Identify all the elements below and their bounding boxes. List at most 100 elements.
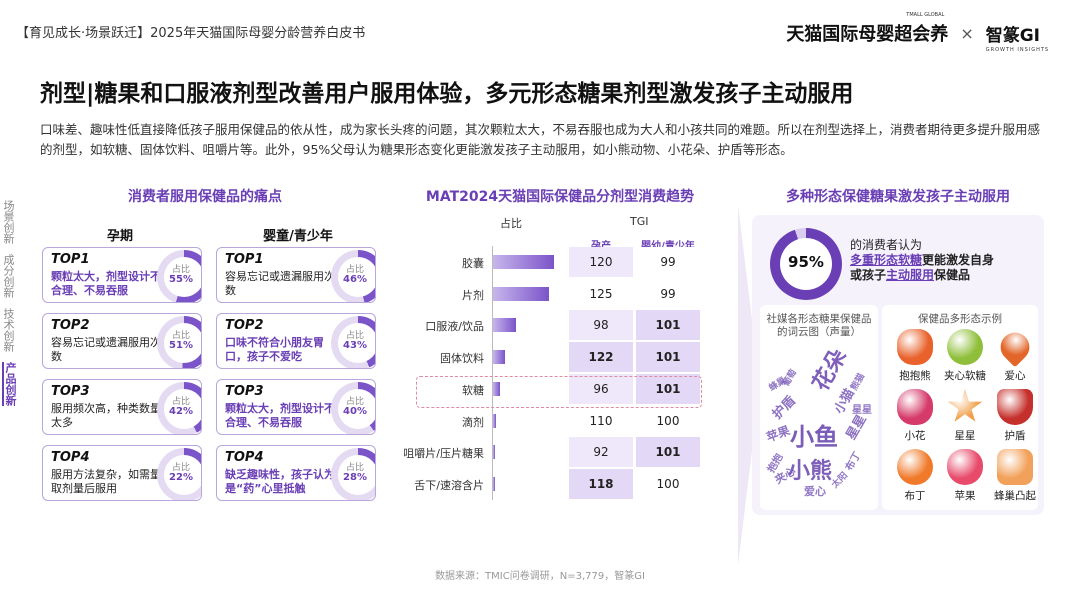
ratio-value: 55% <box>169 274 193 285</box>
share-bar <box>493 445 496 460</box>
candy-round-icon <box>897 449 933 485</box>
candy-apple-icon <box>947 449 983 485</box>
ratio-value: 42% <box>169 406 193 417</box>
ratio-label: 占比 <box>345 265 364 275</box>
side-nav-item-scene[interactable]: 场景创新 <box>2 200 15 244</box>
pain-point-card: TOP4 缺乏趣味性，孩子认为是“药”心里抵触 占比 28% <box>216 445 376 501</box>
pain-point-text: 服用频次高，种类数量太多 <box>51 402 161 429</box>
source-footnote: 数据来源：TMIC问卷调研，N=3,779，智篆GI <box>435 571 645 582</box>
bar-axis <box>492 246 493 500</box>
dosage-row-label: 固体饮料 <box>440 352 484 366</box>
gi-logo-text: 智篆GI <box>985 25 1040 46</box>
ratio-value: 51% <box>169 340 193 351</box>
ratio-ring: 占比 46% <box>331 250 375 302</box>
ratio-label: 占比 <box>171 463 190 473</box>
pain-point-card: TOP3 服用频次高，种类数量太多 占比 42% <box>42 379 202 435</box>
side-nav-item-product[interactable]: 产品创新 <box>2 362 17 406</box>
ratio-ring: 占比 55% <box>157 250 201 302</box>
sub-pregnancy: 孕产 <box>569 237 633 252</box>
ratio-ring-hole <box>338 323 375 363</box>
tgi-pregnancy-cell: 98 <box>569 310 633 341</box>
gi-logo-tag: GROWTH INSIGHTS <box>985 46 1050 53</box>
brand-separator: × <box>960 23 974 43</box>
pain-point-card: TOP3 颗粒太大，剂型设计不合理、不易吞服 占比 40% <box>216 379 376 435</box>
side-nav-item-tech[interactable]: 技术创新 <box>2 308 15 352</box>
pain-point-card: TOP2 口味不符合小朋友胃口，孩子不爱吃 占比 43% <box>216 313 376 369</box>
cloud-word: 布丁 <box>843 450 864 473</box>
pain-point-text: 颗粒太大，剂型设计不合理、不易吞服 <box>225 402 335 429</box>
dosage-row-label: 软糖 <box>462 383 484 397</box>
ratio-value: 28% <box>343 472 367 483</box>
ratio-label: 占比 <box>171 265 190 275</box>
brand-bar: 天猫国际母婴超会养 TMALL GLOBAL × 智篆GI GROWTH INS… <box>786 12 1048 53</box>
candy-label: 护盾 <box>1004 430 1026 442</box>
ratio-label: 占比 <box>171 331 190 341</box>
dosage-row-label: 胶囊 <box>462 257 484 270</box>
tgi-kids-cell: 101 <box>636 342 700 373</box>
side-nav-item-ingredient[interactable]: 成分创新 <box>2 254 15 298</box>
ratio-value: 22% <box>169 472 193 483</box>
ratio-ring: 占比 51% <box>157 316 201 368</box>
stat-line-1: 的消费者认为 <box>850 238 923 252</box>
intro-paragraph: 口味差、趣味性低直接降低孩子服用保健品的依从性，成为家长头疼的问题，其次颗粒太大… <box>40 122 1041 157</box>
stat-text: 的消费者认为 多重形态软糖更能激发自身 或孩子主动服用保健品 <box>850 238 1035 283</box>
candy-label: 星星 <box>954 430 976 442</box>
candy-bear-icon <box>897 329 933 365</box>
ratio-ring-hole <box>338 389 375 429</box>
pain-point-card: TOP4 服用方法复杂，如需量取剂量后服用 占比 22% <box>42 445 202 501</box>
pain-point-text: 缺乏趣味性，孩子认为是“药”心里抵触 <box>225 468 335 495</box>
candy-round-icon <box>947 329 983 365</box>
stat-line-3-start: 或孩子 <box>850 268 887 282</box>
cloud-word: 爱心 <box>804 485 826 498</box>
ratio-ring-hole <box>164 455 201 495</box>
tgi-kids-cell: 101 <box>636 373 700 404</box>
rank-label: TOP1 <box>225 252 264 267</box>
rank-label: TOP4 <box>51 450 90 465</box>
tgi-pregnancy-cell: 110 <box>569 405 633 436</box>
tmall-logo: 天猫国际母婴超会养 TMALL GLOBAL <box>786 12 949 46</box>
rank-label: TOP2 <box>51 318 90 333</box>
candy-label: 夹心软糖 <box>944 370 986 382</box>
candy-shapes-title: 保健品多形态示例 <box>918 313 1002 325</box>
ratio-value: 46% <box>343 274 367 285</box>
tgi-kids-cell: 100 <box>636 405 700 436</box>
pain-point-text: 颗粒太大，剂型设计不合理、不易吞服 <box>51 270 161 297</box>
word-cloud-title: 社媒各形态糖果保健品的词云图（声量） <box>766 313 872 338</box>
pain-point-card: TOP2 容易忘记或遗漏服用次数 占比 51% <box>42 313 202 369</box>
pain-points-title: 消费者服用保健品的痛点 <box>128 189 282 205</box>
candy-label: 小花 <box>904 430 926 442</box>
tgi-pregnancy-cell: 120 <box>569 247 633 277</box>
gi-logo: 智篆GI GROWTH INSIGHTS <box>985 21 1048 53</box>
ratio-label: 占比 <box>345 397 364 407</box>
tgi-pregnancy-cell: 96 <box>569 373 633 404</box>
dosage-row-label: 口服液/饮品 <box>425 320 484 334</box>
stat-line-2: 多重形态软糖更能激发自身 <box>850 253 1035 268</box>
col-kids: 婴童/青少年 <box>263 229 333 244</box>
pain-point-card: TOP1 颗粒太大，剂型设计不合理、不易吞服 占比 55% <box>42 247 202 303</box>
ratio-ring: 占比 22% <box>157 448 201 500</box>
dosage-row-label: 滴剂 <box>462 415 484 429</box>
ratio-ring-hole <box>164 389 201 429</box>
side-nav: 场景创新 成分创新 技术创新 产品创新 <box>2 200 24 416</box>
tmall-logo-text: 天猫国际母婴超会养 <box>786 24 949 45</box>
sub-kids: 婴幼/青少年 <box>632 237 704 252</box>
rank-label: TOP3 <box>225 384 264 399</box>
percent-ring: 95% <box>770 228 842 300</box>
tgi-kids-cell: 100 <box>636 468 700 499</box>
candy-label: 苹果 <box>954 490 976 502</box>
candy-star-icon <box>947 389 983 422</box>
ratio-value: 43% <box>343 340 367 351</box>
candy-shield-icon <box>997 389 1033 425</box>
percent-ring-value: 95% <box>788 253 824 271</box>
rank-label: TOP1 <box>51 252 90 267</box>
tgi-pregnancy-cell: 118 <box>569 468 633 499</box>
share-bar <box>493 255 555 269</box>
tgi-kids-cell: 101 <box>636 437 700 468</box>
share-bar <box>493 350 505 365</box>
tgi-pregnancy-cell: 125 <box>569 278 633 309</box>
ratio-ring: 占比 42% <box>157 382 201 434</box>
tgi-pregnancy-cell: 92 <box>569 437 633 468</box>
ratio-value: 40% <box>343 406 367 417</box>
ratio-ring-hole <box>338 257 375 297</box>
tgi-pregnancy-cell: 122 <box>569 342 633 373</box>
